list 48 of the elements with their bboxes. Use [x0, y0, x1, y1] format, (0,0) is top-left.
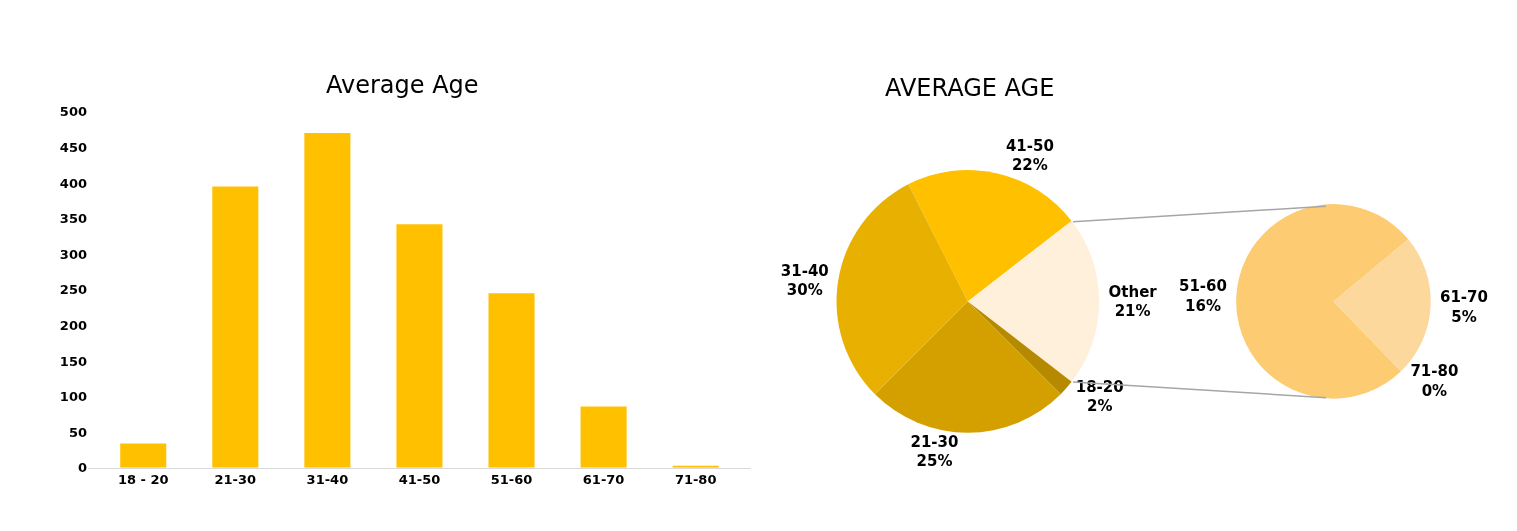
y-tick-label: 0	[77, 460, 87, 476]
chart-title: Average Age	[326, 71, 479, 99]
pie-slice	[1236, 204, 1409, 399]
pie-slice	[967, 301, 1072, 395]
y-tick-label: 300	[59, 246, 87, 262]
bar	[212, 186, 259, 468]
slice-label: 31-40	[780, 261, 829, 280]
slice-label: 18-20	[1075, 377, 1124, 396]
y-tick-label: 450	[59, 139, 87, 155]
pie-slice	[908, 170, 1072, 302]
pie-slice	[836, 184, 968, 395]
chart-title: AVERAGE AGE	[885, 74, 1055, 102]
slice-label: 51-60	[1178, 277, 1227, 296]
bar	[580, 406, 627, 468]
slice-label: Other	[1108, 282, 1158, 301]
data-label: 16%	[1185, 296, 1221, 315]
bar	[304, 133, 351, 468]
y-tick-label: 350	[59, 211, 87, 227]
x-tick-label: 18 - 20	[117, 472, 169, 488]
x-tick-label: 51-60	[490, 472, 533, 488]
data-label: 21%	[1114, 302, 1151, 321]
y-tick-label: 150	[59, 353, 87, 369]
bar	[120, 443, 167, 468]
data-label: 30%	[786, 281, 823, 300]
text: 0%	[1421, 381, 1448, 400]
slice-label: 21-30	[910, 432, 959, 451]
bar	[396, 224, 443, 468]
x-tick-label: 31-40	[306, 472, 349, 488]
y-tick-label: 50	[68, 424, 87, 440]
data-label: 25%	[916, 452, 953, 471]
y-tick-label: 250	[59, 282, 87, 298]
slice-label: 41-50	[1005, 136, 1054, 155]
slice-label: 61-70	[1439, 288, 1488, 307]
y-tick-label: 200	[59, 317, 87, 333]
bar	[488, 293, 535, 468]
y-tick-label: 500	[59, 104, 87, 120]
y-tick-label: 400	[59, 175, 87, 191]
x-tick-label: 71-80	[674, 472, 717, 488]
category-label: 71-80	[1410, 362, 1459, 381]
pie-slice	[874, 301, 1061, 433]
pie-slice	[967, 220, 1099, 382]
data-label: 2%	[1086, 397, 1113, 416]
y-tick-label: 100	[59, 389, 87, 405]
x-tick-label: 21-30	[214, 472, 257, 488]
data-label: 22%	[1011, 156, 1048, 175]
x-tick-label: 41-50	[398, 472, 441, 488]
data-label: 5%	[1451, 307, 1477, 326]
x-tick-label: 61-70	[582, 472, 625, 488]
